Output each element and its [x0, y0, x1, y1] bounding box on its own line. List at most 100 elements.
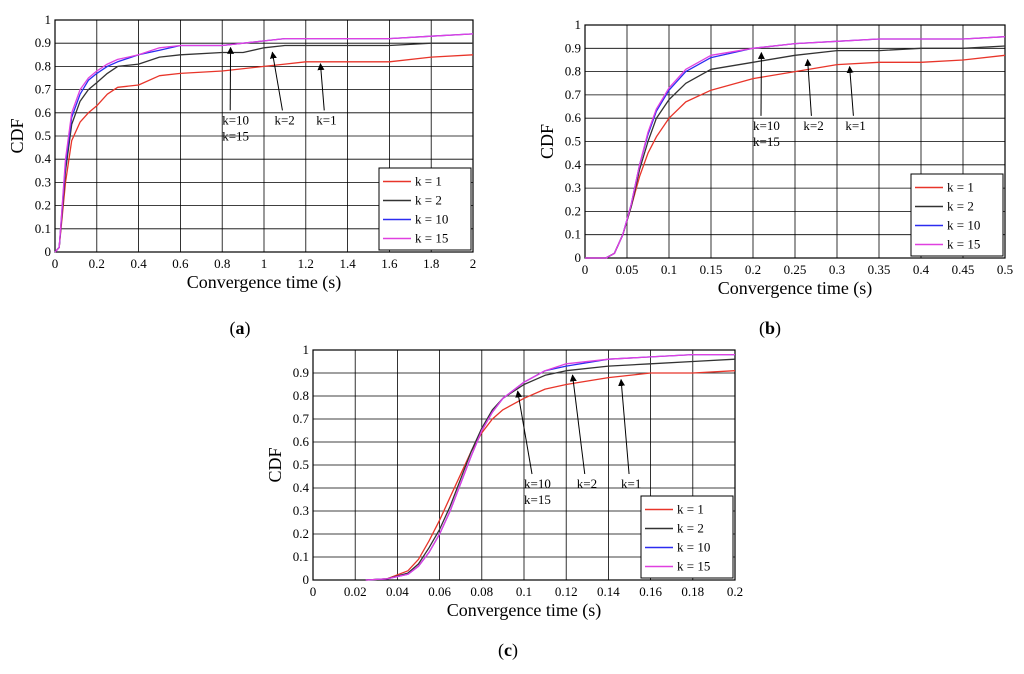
- annotation-label: k=1: [316, 112, 336, 127]
- y-axis-label: CDF: [7, 118, 27, 153]
- legend-label: k = 2: [415, 193, 442, 208]
- x-tick-label: 0.5: [997, 262, 1013, 277]
- annotation-arrow: [846, 65, 854, 116]
- plot-frame: [54, 19, 474, 253]
- x-tick-label: 0.15: [700, 262, 723, 277]
- annotation-label: k=10: [524, 476, 551, 491]
- legend-label: k = 1: [947, 180, 974, 195]
- x-tick-label: 0.2: [727, 584, 743, 599]
- x-tick-label: 0.1: [516, 584, 532, 599]
- annotation-label: k=2: [803, 118, 823, 133]
- x-tick-label: 0.05: [616, 262, 639, 277]
- x-tick-label: 0.8: [214, 256, 230, 271]
- y-tick-label: 0.5: [35, 128, 51, 143]
- annotation-arrow: [569, 374, 586, 475]
- x-tick-label: 0.4: [913, 262, 930, 277]
- x-tick-label: 1: [261, 256, 268, 271]
- y-tick-label: 0.9: [293, 365, 309, 380]
- y-tick-label: 0.7: [565, 87, 582, 102]
- x-tick-label: 0.14: [597, 584, 620, 599]
- y-tick-label: 0.3: [293, 503, 309, 518]
- annotation-label: k=10: [222, 112, 249, 127]
- y-tick-label: 0.3: [565, 180, 581, 195]
- series-line-k-15: [54, 33, 474, 253]
- annotation-arrow: [804, 58, 812, 116]
- y-tick-label: 1: [303, 342, 310, 357]
- y-tick-label: 0.1: [293, 549, 309, 564]
- plot-frame: [312, 349, 736, 581]
- annotation-label: k=1: [845, 118, 865, 133]
- legend-label: k = 1: [415, 174, 442, 189]
- x-tick-label: 1.4: [339, 256, 356, 271]
- y-axis-label: CDF: [265, 447, 285, 482]
- legend-label: k = 15: [947, 237, 980, 252]
- x-axis-label: Convergence time (s): [447, 600, 602, 621]
- x-tick-label: 0: [582, 262, 589, 277]
- y-tick-label: 0: [575, 250, 582, 265]
- series-line-k-2: [365, 358, 736, 581]
- y-tick-label: 1: [575, 17, 582, 32]
- x-tick-label: 0.4: [130, 256, 147, 271]
- y-tick-label: 0.8: [293, 388, 309, 403]
- annotation-label: k=2: [274, 112, 294, 127]
- x-tick-label: 0.1: [661, 262, 677, 277]
- annotation-arrow: [269, 51, 283, 111]
- x-tick-label: 0.6: [172, 256, 189, 271]
- x-tick-label: 0.45: [952, 262, 975, 277]
- y-tick-label: 0.4: [565, 157, 582, 172]
- series-line-k-1: [365, 370, 736, 581]
- y-tick-label: 1: [45, 12, 52, 27]
- y-tick-label: 0.6: [565, 110, 582, 125]
- x-tick-label: 1.8: [423, 256, 439, 271]
- x-tick-label: 0: [52, 256, 59, 271]
- chart-panel-2: 0 0.05 0.1 0.15 0.2 0.25 0.3 0.35 0.4 0.45 0.5 0 0.1…: [537, 17, 1013, 339]
- y-tick-label: 0.1: [565, 227, 581, 242]
- legend-label: k = 15: [415, 231, 448, 246]
- series-line-k-15: [365, 353, 735, 581]
- y-tick-label: 0.7: [35, 82, 52, 97]
- annotation-arrow: [515, 390, 533, 475]
- y-tick-label: 0.4: [35, 151, 52, 166]
- annotation-arrow: [618, 378, 630, 475]
- legend-label: k = 2: [947, 199, 974, 214]
- y-tick-label: 0.5: [293, 457, 309, 472]
- y-tick-label: 0.2: [293, 526, 309, 541]
- y-tick-label: 0.8: [565, 64, 581, 79]
- x-tick-label: 0: [310, 584, 317, 599]
- x-tick-label: 0.16: [639, 584, 662, 599]
- y-axis-label: CDF: [537, 124, 557, 159]
- x-tick-label: 0.2: [89, 256, 105, 271]
- legend-label: k = 10: [415, 212, 448, 227]
- legend-label: k = 10: [677, 540, 710, 555]
- y-tick-label: 0.5: [565, 134, 581, 149]
- panel-label: (b): [759, 318, 781, 339]
- annotation-label: k=1: [621, 476, 641, 491]
- x-axis-label: Convergence time (s): [187, 272, 342, 293]
- legend-label: k = 1: [677, 502, 704, 517]
- legend-label: k = 10: [947, 218, 980, 233]
- chart-panel-1: 0 0.2 0.4 0.6 0.8 1 1.2 1.4 1.6 1.8 2 0 0.1 0.2 0.3 0.4…: [7, 12, 476, 339]
- series-line-k-15: [585, 36, 1006, 259]
- y-tick-label: 0.8: [35, 58, 51, 73]
- y-tick-label: 0.1: [35, 221, 51, 236]
- x-tick-label: 0.35: [868, 262, 891, 277]
- x-tick-label: 1.2: [298, 256, 314, 271]
- x-tick-label: 0.12: [555, 584, 578, 599]
- x-axis-label: Convergence time (s): [718, 278, 873, 299]
- y-tick-label: 0.9: [565, 40, 581, 55]
- x-tick-label: 0.02: [344, 584, 367, 599]
- annotation-label: k=2: [577, 476, 597, 491]
- series-line-k-1: [54, 54, 474, 253]
- y-tick-label: 0.6: [35, 105, 52, 120]
- x-tick-label: 0.3: [829, 262, 845, 277]
- x-tick-label: 0.25: [784, 262, 807, 277]
- annotation-label: k=15: [753, 134, 780, 149]
- annotation-arrow: [317, 63, 325, 111]
- chart-panel-3: 0 0.02 0.04 0.06 0.08 0.1 0.12 0.14 0.16 0.18 0.2 0…: [265, 342, 743, 661]
- annotation-label: k=15: [524, 492, 551, 507]
- y-tick-label: 0: [45, 244, 52, 259]
- x-tick-label: 0.18: [681, 584, 704, 599]
- x-tick-label: 2: [470, 256, 477, 271]
- y-tick-label: 0.2: [565, 203, 581, 218]
